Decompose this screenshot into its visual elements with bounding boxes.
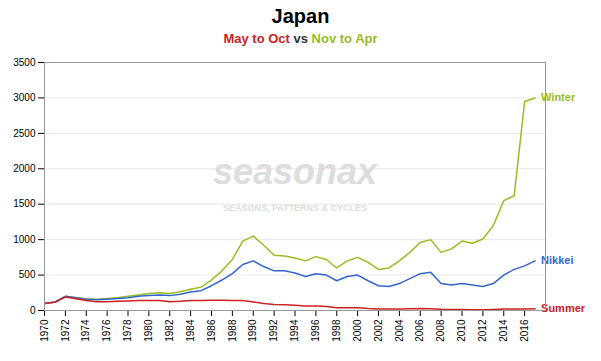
svg-text:2010: 2010 [456, 319, 467, 342]
svg-text:2004: 2004 [394, 319, 405, 342]
svg-text:3000: 3000 [13, 92, 36, 103]
svg-text:2016: 2016 [519, 319, 530, 342]
svg-text:SEASONS, PATTERNS & CYCLES: SEASONS, PATTERNS & CYCLES [223, 203, 367, 213]
svg-text:1980: 1980 [143, 319, 154, 342]
svg-text:1974: 1974 [80, 319, 91, 342]
svg-text:1982: 1982 [164, 319, 175, 342]
svg-text:1992: 1992 [268, 319, 279, 342]
svg-text:2014: 2014 [498, 319, 509, 342]
svg-text:0: 0 [30, 305, 36, 316]
html-text:May to Oct vs Nov to Apr: May to Oct vs Nov to Apr [223, 31, 378, 46]
svg-text:1994: 1994 [289, 319, 300, 342]
svg-text:Winter: Winter [541, 91, 576, 103]
svg-text:2002: 2002 [373, 319, 384, 342]
svg-text:1000: 1000 [13, 234, 36, 245]
svg-text:2006: 2006 [414, 319, 425, 342]
svg-text:1984: 1984 [185, 319, 196, 342]
svg-text:2000: 2000 [13, 163, 36, 174]
svg-text:1996: 1996 [310, 319, 321, 342]
svg-text:2000: 2000 [352, 319, 363, 342]
svg-text:Nikkei: Nikkei [541, 254, 574, 267]
html-text:Japan: Japan [271, 5, 330, 27]
svg-text:Summer: Summer [541, 302, 586, 314]
svg-text:1978: 1978 [122, 319, 133, 342]
svg-text:seasonax: seasonax [213, 151, 379, 192]
svg-text:500: 500 [19, 269, 36, 280]
svg-text:3500: 3500 [13, 57, 36, 68]
svg-text:2008: 2008 [435, 319, 446, 342]
svg-text:2500: 2500 [13, 128, 36, 139]
svg-text:1500: 1500 [13, 198, 36, 209]
svg-text:1976: 1976 [101, 319, 112, 342]
svg-text:2012: 2012 [477, 319, 488, 342]
svg-text:1986: 1986 [206, 319, 217, 342]
svg-text:1990: 1990 [247, 319, 258, 342]
svg-text:1998: 1998 [331, 319, 342, 342]
svg-text:1988: 1988 [227, 319, 238, 342]
svg-text:1970: 1970 [39, 319, 50, 342]
svg-text:1972: 1972 [60, 319, 71, 342]
